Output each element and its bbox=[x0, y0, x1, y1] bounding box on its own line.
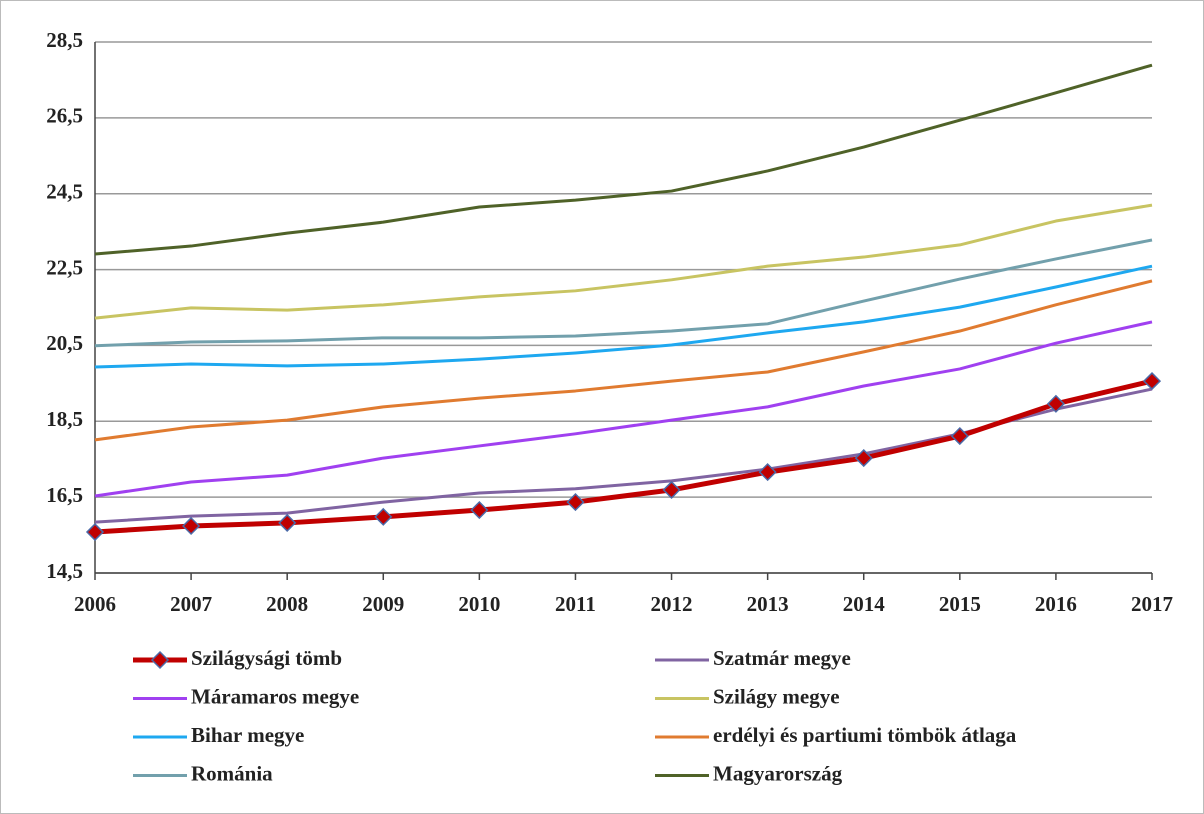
series-line bbox=[94, 63, 1153, 256]
point-marker bbox=[854, 449, 873, 468]
y-tick-label: 14,5 bbox=[46, 559, 83, 583]
point-marker bbox=[470, 500, 489, 520]
series-line bbox=[94, 203, 1153, 320]
y-tick-label: 18,5 bbox=[46, 407, 83, 431]
x-tick-label: 2007 bbox=[170, 592, 212, 616]
x-tick-label: 2014 bbox=[843, 592, 886, 616]
point-marker bbox=[182, 516, 201, 536]
legend-label: Bihar megye bbox=[191, 723, 304, 747]
x-tick-label: 2006 bbox=[74, 592, 116, 616]
x-tick-label: 2017 bbox=[1131, 592, 1173, 616]
x-tick-label: 2013 bbox=[747, 592, 789, 616]
point-marker bbox=[85, 522, 105, 542]
legend-label: Szatmár megye bbox=[713, 646, 851, 670]
series-line bbox=[94, 320, 1153, 498]
x-tick-label: 2009 bbox=[362, 592, 404, 616]
y-tick-label: 16,5 bbox=[46, 483, 83, 507]
point-marker bbox=[278, 513, 297, 532]
x-tick-label: 2015 bbox=[939, 592, 981, 616]
y-tick-label: 20,5 bbox=[46, 331, 83, 355]
legend-label: Románia bbox=[191, 761, 273, 785]
legend-label: Máramaros megye bbox=[191, 684, 359, 708]
x-tick-label: 2010 bbox=[458, 592, 500, 616]
legend-label: Magyarország bbox=[713, 761, 843, 785]
x-tick-label: 2008 bbox=[266, 592, 308, 616]
x-tick-label: 2011 bbox=[555, 592, 596, 616]
point-marker bbox=[1046, 394, 1065, 413]
x-tick-label: 2016 bbox=[1035, 592, 1077, 616]
series-line bbox=[94, 279, 1153, 442]
point-marker bbox=[758, 463, 777, 482]
point-marker bbox=[566, 493, 585, 512]
series-line bbox=[94, 238, 1153, 348]
point-marker bbox=[662, 480, 681, 499]
y-tick-label: 28,5 bbox=[46, 28, 83, 52]
series-line bbox=[94, 378, 1153, 535]
legend-label: Szilágy megye bbox=[713, 684, 840, 708]
legend-label: erdélyi és partiumi tömbök átlaga bbox=[713, 723, 1017, 747]
point-marker bbox=[950, 427, 969, 446]
legend-label: Szilágysági tömb bbox=[191, 646, 342, 670]
point-marker bbox=[374, 507, 393, 526]
point-marker bbox=[1142, 372, 1162, 391]
legend-marker bbox=[150, 650, 170, 670]
y-tick-label: 26,5 bbox=[46, 104, 83, 128]
x-tick-label: 2012 bbox=[651, 592, 693, 616]
y-tick-label: 22,5 bbox=[46, 255, 83, 279]
series-line bbox=[94, 264, 1153, 369]
y-tick-label: 24,5 bbox=[46, 180, 83, 204]
